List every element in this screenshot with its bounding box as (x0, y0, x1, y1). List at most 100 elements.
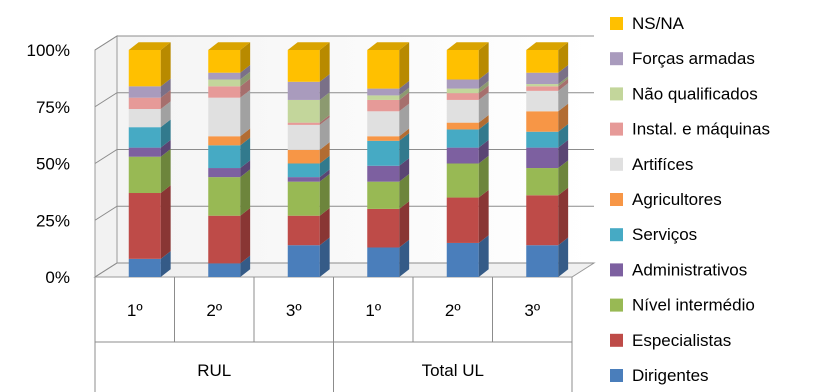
gridline (94, 35, 594, 51)
legend-label: NS/NA (632, 14, 685, 33)
bar-segment (128, 148, 171, 194)
bar-side (240, 78, 251, 98)
bar-segment (287, 237, 330, 277)
legend-label: Artifíces (632, 155, 693, 174)
bar-side (558, 124, 569, 148)
bar-side (319, 74, 330, 100)
bar-segment (446, 139, 489, 164)
bar-segment (526, 42, 569, 73)
bar-face (367, 208, 400, 248)
bar-top (128, 42, 171, 50)
plot-area (93, 35, 596, 278)
bar-side (240, 137, 251, 169)
x-tick-label: 1º (365, 301, 381, 320)
bar-segment (446, 92, 489, 123)
x-tick-label: 3º (286, 301, 302, 320)
bar-face (208, 86, 241, 98)
legend-swatch (610, 52, 623, 66)
bar-face (208, 145, 241, 169)
bar-side (160, 251, 171, 277)
bar-side (240, 160, 251, 178)
legend-swatch (610, 157, 623, 171)
bar-side (160, 89, 171, 110)
bar-side (319, 92, 330, 123)
bar-segment (208, 65, 251, 80)
legend-label: Administrativos (632, 260, 747, 279)
bar-side (240, 169, 251, 216)
legend-label: Forças armadas (632, 49, 755, 68)
bar-side (399, 239, 410, 277)
bar-face (128, 97, 161, 110)
y-tick-label: 75% (36, 98, 70, 117)
bar-side (399, 42, 410, 89)
x-tick-label: 3º (524, 301, 540, 320)
bar-side (319, 117, 330, 150)
bar-face (208, 263, 241, 277)
legend-entry: Dirigentes (610, 366, 709, 385)
bar-face (446, 163, 479, 198)
bar-segment (287, 114, 330, 125)
bar-face (287, 215, 320, 246)
bar-side (478, 121, 489, 148)
bar-side (160, 185, 171, 259)
bar-face (367, 99, 400, 112)
bar-side (478, 189, 489, 243)
bar-segment (526, 103, 569, 132)
bar-segment (526, 160, 569, 196)
y-tick-label: 50% (36, 155, 70, 174)
bar-segment (446, 121, 489, 148)
bar-face (446, 147, 479, 164)
bar-segment (526, 187, 569, 246)
bar-side (478, 80, 489, 94)
bar-face (526, 86, 559, 91)
bar-segment (128, 101, 171, 128)
x-tick-label: 2º (445, 301, 461, 320)
bar-segment (526, 83, 569, 112)
bar-face (367, 247, 400, 277)
bar-segment (446, 80, 489, 94)
legend-label: Agricultores (632, 190, 722, 209)
bar-segment (446, 189, 489, 243)
bar-face (526, 72, 559, 85)
bar-segment (208, 71, 251, 87)
bar-side (160, 42, 171, 87)
bar-face (526, 168, 559, 196)
x-tick-label: 1º (127, 301, 143, 320)
bar-face (208, 72, 241, 80)
bar-face (208, 50, 241, 73)
bar-side (399, 103, 410, 137)
bar-face (208, 136, 241, 146)
bar-face (128, 193, 161, 259)
bar-side (558, 139, 569, 169)
gridline (94, 205, 594, 221)
bar-face (208, 79, 241, 87)
bar-segment (367, 239, 410, 277)
bar-side (240, 42, 251, 73)
bar-face (287, 50, 320, 82)
bar-side (558, 78, 569, 91)
bar-segment (208, 78, 251, 98)
bar-side (399, 92, 410, 112)
bar-top (367, 42, 410, 50)
bar-side (160, 78, 171, 98)
bar-face (128, 109, 161, 128)
bar-segment (208, 169, 251, 216)
bar-segment (128, 139, 171, 157)
bar-side (478, 92, 489, 123)
bar-side (478, 71, 489, 89)
bar-side (399, 128, 410, 141)
axes: 0% 25% 50% 75% 100% 1º 2º 3º RUL 1º 2º 3º Total UL (27, 41, 573, 392)
bar-top (208, 42, 251, 50)
bar-face (128, 156, 161, 194)
bar-face (367, 140, 400, 166)
bar-side (319, 42, 330, 82)
bar-face (287, 122, 320, 125)
bar-segment (208, 137, 251, 169)
bar-side (160, 119, 171, 148)
bar-face (208, 177, 241, 216)
bar-face (208, 168, 241, 178)
bar-face (526, 90, 559, 112)
legend-swatch (610, 333, 623, 347)
bar-segment (526, 139, 569, 169)
bar-face (446, 197, 479, 243)
